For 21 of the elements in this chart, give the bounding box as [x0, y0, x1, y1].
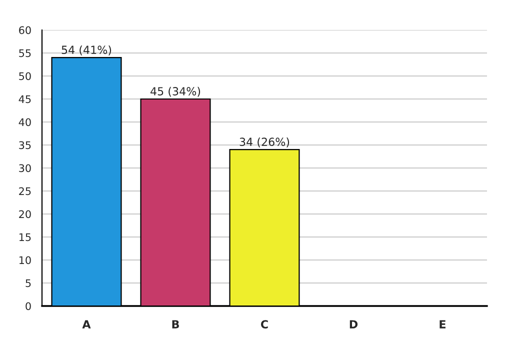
y-tick-label: 50	[19, 72, 31, 80]
y-tick-label: 20	[19, 210, 31, 218]
y-tick-label: 0	[26, 302, 31, 310]
x-tick-label: E	[440, 320, 446, 328]
data-label: 45 (34%)	[150, 86, 200, 97]
y-tick-label: 40	[18, 118, 31, 126]
x-tick-label: A	[82, 320, 91, 328]
y-tick-label: 30	[19, 164, 31, 172]
y-tick-label: 35	[19, 141, 31, 150]
data-label: 54 (41%)	[62, 45, 112, 56]
y-tick-label: 55	[19, 49, 31, 58]
x-tick-label: D	[350, 320, 358, 328]
y-tick-label: 25	[19, 187, 31, 196]
data-label: 34 (26%)	[240, 137, 290, 148]
y-tick-label: 60	[19, 26, 31, 34]
x-tick-label: B	[172, 320, 179, 328]
y-tick-label: 15	[19, 233, 31, 242]
y-tick-label: 10	[19, 256, 31, 264]
y-tick-label: 5	[26, 279, 31, 288]
y-tick-label: 45	[18, 95, 31, 104]
x-tick-label: C	[260, 320, 268, 328]
